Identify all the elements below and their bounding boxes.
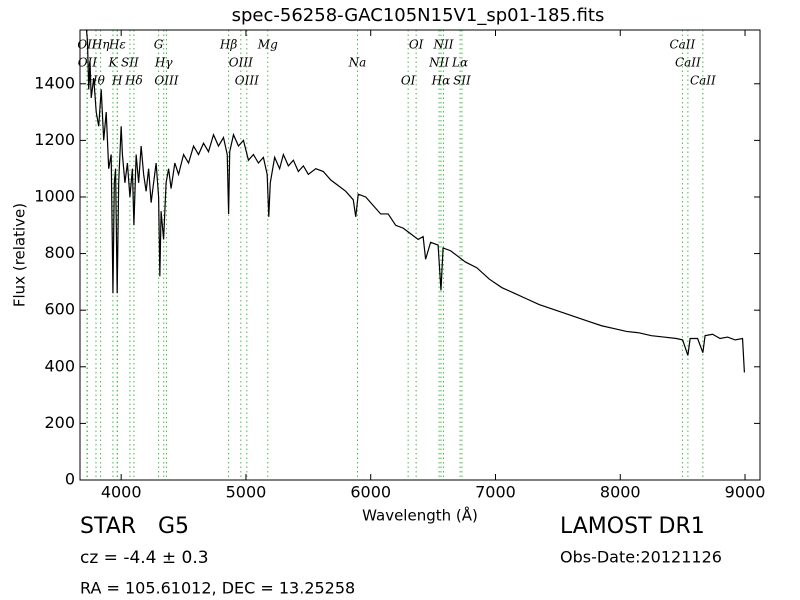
spectral-line-label: NII bbox=[432, 38, 453, 52]
spectral-line-label: OII bbox=[77, 38, 97, 52]
x-axis-label: Wavelength (Å) bbox=[362, 506, 478, 525]
spectral-line-label: OIII bbox=[229, 56, 253, 70]
spectral-line-label: SII bbox=[453, 74, 471, 88]
spectral-line-label: OIII bbox=[235, 74, 259, 88]
y-axis-label: Flux (relative) bbox=[11, 203, 29, 307]
x-tick-label: 7000 bbox=[475, 483, 516, 502]
y-tick-label: 200 bbox=[44, 413, 75, 432]
redshift: cz = -4.4 ± 0.3 bbox=[80, 548, 209, 568]
spectral-line-label: H bbox=[111, 74, 123, 88]
spectral-line-label: G bbox=[154, 38, 164, 52]
spectral-line-label: OI bbox=[401, 74, 416, 88]
spectral-line-label: Hθ bbox=[86, 74, 105, 88]
y-tick-label: 800 bbox=[44, 243, 75, 262]
y-tick-label: 1200 bbox=[34, 130, 75, 149]
spectral-line-label: CaII bbox=[669, 38, 695, 52]
obs-date: Obs-Date:20121126 bbox=[560, 548, 722, 567]
x-tick-label: 6000 bbox=[350, 483, 391, 502]
spectral-line-label: Mg bbox=[257, 38, 278, 52]
spectral-line-label: OII bbox=[78, 56, 98, 70]
spectral-line-label: Hγ bbox=[154, 56, 173, 70]
spectral-line-label: Hδ bbox=[124, 74, 143, 88]
coordinates: RA = 105.61012, DEC = 13.25258 bbox=[80, 579, 355, 598]
spectral-line-label: Hε bbox=[108, 38, 126, 52]
y-tick-label: 0 bbox=[65, 470, 75, 489]
spectral-line-label: OI bbox=[409, 38, 424, 52]
x-tick-label: 9000 bbox=[725, 483, 766, 502]
y-tick-label: 400 bbox=[44, 356, 75, 375]
spectral-line-label: K bbox=[107, 56, 118, 70]
y-tick-label: 1400 bbox=[34, 73, 75, 92]
y-tick-label: 600 bbox=[44, 300, 75, 319]
spectral-line-label: NII bbox=[428, 56, 449, 70]
object-class: STAR bbox=[80, 514, 136, 539]
x-tick-label: 8000 bbox=[600, 483, 641, 502]
x-tick-label: 4000 bbox=[101, 483, 142, 502]
spectral-line-label: CaII bbox=[690, 74, 716, 88]
spectrum-line bbox=[85, 30, 745, 373]
spectral-line-label: SII bbox=[121, 56, 139, 70]
survey: LAMOST DR1 bbox=[560, 514, 705, 539]
spectral-line-label: OIII bbox=[154, 74, 178, 88]
x-tick-label: 5000 bbox=[226, 483, 267, 502]
plot-area bbox=[85, 30, 745, 480]
y-tick-label: 1000 bbox=[34, 186, 75, 205]
subclass: G5 bbox=[158, 514, 189, 539]
spectral-line-label: Lα bbox=[451, 56, 468, 70]
spectral-line-label: Hα bbox=[431, 74, 451, 88]
chart-title: spec-56258-GAC105N15V1_sp01-185.fits bbox=[232, 5, 605, 26]
spectral-line-label: Hβ bbox=[219, 38, 237, 52]
spectral-line-label: Na bbox=[348, 56, 367, 70]
spectral-line-label: Hη bbox=[91, 38, 110, 52]
plot-frame bbox=[79, 29, 761, 481]
spectral-line-label: CaII bbox=[675, 56, 701, 70]
